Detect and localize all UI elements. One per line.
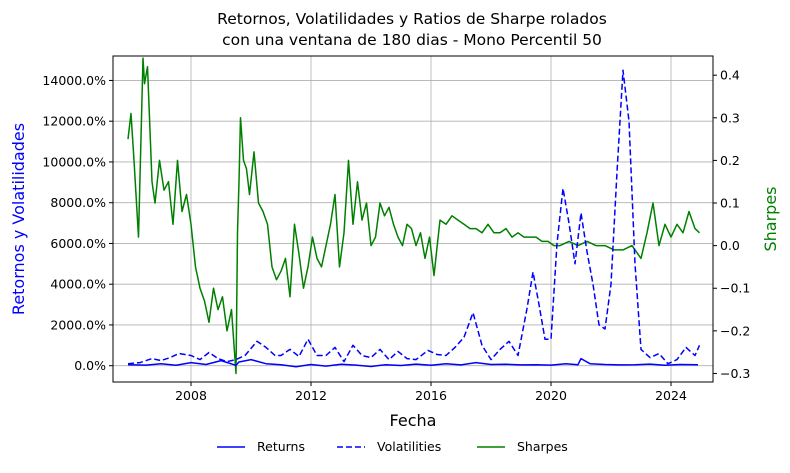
right-y-tick-label: 0.4	[720, 68, 740, 83]
x-tick-label: 2020	[535, 388, 567, 403]
x-tick-label: 2024	[655, 388, 687, 403]
right-y-tick-label: 0.1	[720, 196, 740, 211]
x-tick-label: 2012	[295, 388, 327, 403]
right-y-tick-label: −0.1	[720, 281, 750, 296]
x-tick-label: 2008	[175, 388, 207, 403]
left-y-axis-label: Retornos y Volatilidades	[9, 123, 28, 315]
legend-item-volatilities: Volatilities	[337, 439, 441, 454]
right-y-axis-ticks: −0.3 −0.2 −0.1 0.0 0.1 0.2 0.3 0.4	[713, 68, 750, 381]
right-y-tick-label: −0.2	[720, 323, 750, 338]
left-y-tick-label: 2000.0%	[50, 317, 106, 332]
right-y-tick-label: −0.3	[720, 366, 750, 381]
x-axis-label: Fecha	[390, 411, 437, 430]
right-y-axis-label: Sharpes	[761, 186, 780, 251]
legend-item-returns: Returns	[217, 439, 305, 454]
left-y-axis-ticks: 0.0% 2000.0% 4000.0% 6000.0% 8000.0% 10000.0%…	[42, 73, 113, 373]
legend-label: Returns	[257, 439, 305, 454]
legend-label: Sharpes	[517, 439, 568, 454]
left-y-tick-label: 10000.0%	[42, 154, 106, 169]
chart-title-line-1: Retornos, Volatilidades y Ratios de Shar…	[217, 10, 607, 28]
x-axis-ticks: 2008 2012 2016 2020 2024	[175, 382, 687, 403]
series-layer	[127, 57, 701, 375]
left-y-tick-label: 14000.0%	[42, 73, 106, 88]
x-tick-label: 2016	[415, 388, 447, 403]
chart-title: Retornos, Volatilidades y Ratios de Shar…	[217, 10, 607, 49]
chart-title-line-2: con una ventana de 180 dias - Mono Perce…	[222, 31, 602, 49]
left-y-tick-label: 8000.0%	[50, 195, 106, 210]
grid	[113, 56, 713, 382]
legend-label: Volatilities	[377, 439, 441, 454]
left-y-tick-label: 4000.0%	[50, 277, 106, 292]
left-y-tick-label: 6000.0%	[50, 236, 106, 251]
legend: Returns Volatilities Sharpes	[217, 439, 568, 454]
left-y-tick-label: 12000.0%	[42, 114, 106, 129]
right-y-tick-label: 0.0	[720, 238, 740, 253]
series-sharpes-line	[127, 57, 701, 375]
right-y-tick-label: 0.2	[720, 153, 740, 168]
legend-item-sharpes: Sharpes	[477, 439, 568, 454]
series-volatilities-line	[127, 69, 701, 365]
plot-frame	[112, 55, 714, 383]
series-returns-line	[127, 357, 699, 368]
left-y-tick-label: 0.0%	[74, 358, 106, 373]
right-y-tick-label: 0.3	[720, 110, 740, 125]
